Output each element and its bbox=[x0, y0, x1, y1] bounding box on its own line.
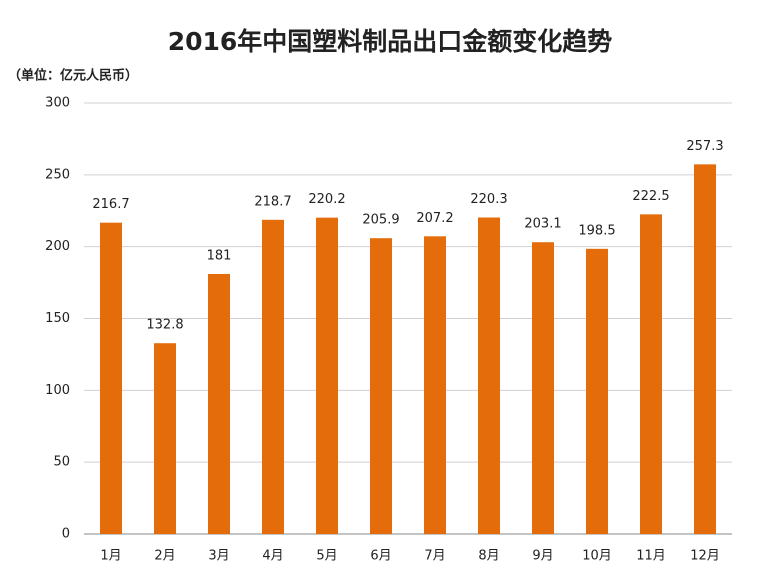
x-tick-label: 5月 bbox=[316, 549, 337, 564]
data-label: 220.2 bbox=[308, 192, 345, 207]
data-label: 216.7 bbox=[92, 197, 129, 212]
x-tick-label: 3月 bbox=[208, 549, 229, 564]
data-label: 198.5 bbox=[578, 223, 615, 238]
data-label: 181 bbox=[207, 248, 232, 263]
bar bbox=[424, 236, 446, 534]
y-tick-label: 0 bbox=[62, 527, 70, 542]
bar bbox=[694, 164, 716, 534]
chart-title: 2016年中国塑料制品出口金额变化趋势 bbox=[168, 27, 613, 56]
y-tick-label: 150 bbox=[45, 311, 70, 326]
data-label: 257.3 bbox=[686, 139, 723, 154]
y-tick-label: 250 bbox=[45, 167, 70, 182]
bar bbox=[586, 248, 608, 535]
data-label: 207.2 bbox=[416, 211, 453, 226]
bar bbox=[208, 273, 230, 534]
bar bbox=[154, 343, 176, 534]
x-tick-label: 12月 bbox=[690, 549, 720, 564]
data-label: 222.5 bbox=[632, 189, 669, 204]
x-tick-label: 2月 bbox=[154, 549, 175, 564]
bar bbox=[640, 214, 662, 534]
y-tick-label: 100 bbox=[45, 383, 70, 398]
bar bbox=[100, 222, 122, 535]
y-tick-label: 50 bbox=[53, 455, 70, 470]
x-tick-label: 1月 bbox=[100, 549, 121, 564]
chart-subtitle: （单位：亿元人民币） bbox=[8, 68, 138, 84]
bar bbox=[262, 219, 284, 534]
x-tick-label: 4月 bbox=[262, 549, 283, 564]
x-tick-label: 9月 bbox=[532, 549, 553, 564]
data-label: 220.3 bbox=[470, 192, 507, 207]
x-tick-label: 6月 bbox=[370, 549, 391, 564]
data-label: 218.7 bbox=[254, 194, 291, 209]
bar bbox=[316, 217, 338, 534]
x-tick-label: 10月 bbox=[582, 549, 612, 564]
data-label: 205.9 bbox=[362, 213, 399, 228]
bar bbox=[370, 238, 392, 534]
data-label: 132.8 bbox=[146, 318, 183, 333]
x-tick-label: 8月 bbox=[478, 549, 499, 564]
data-label: 203.1 bbox=[524, 217, 561, 232]
x-tick-label: 7月 bbox=[424, 549, 445, 564]
bar bbox=[532, 242, 554, 534]
y-tick-label: 200 bbox=[45, 239, 70, 254]
y-tick-label: 300 bbox=[45, 96, 70, 111]
bar bbox=[478, 217, 500, 535]
x-tick-label: 11月 bbox=[636, 549, 666, 564]
